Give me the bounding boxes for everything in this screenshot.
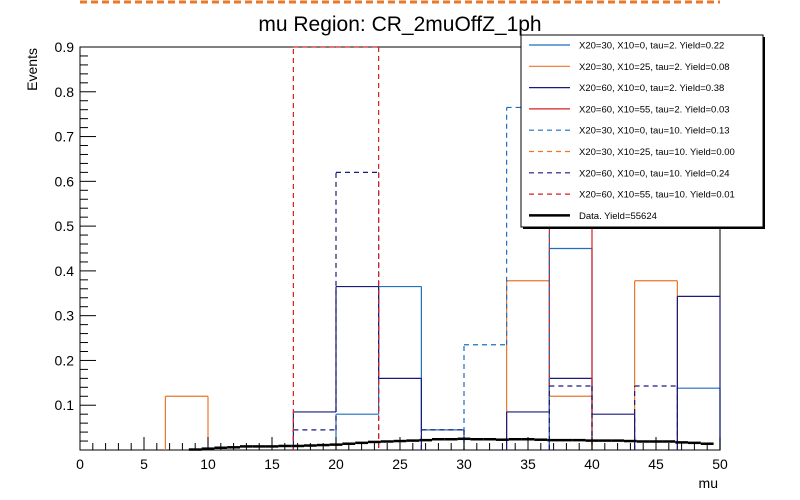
legend-label-8: Data. Yield=55624: [579, 211, 657, 222]
legend-box: [520, 34, 764, 228]
axis-layer: 0 5 10 15 20 25 30 35 40 45 50 0.1 0.2 0.3 0.4 0.5 0.6 0.…: [55, 39, 728, 472]
legend-label-4: X20=30, X10=0, tau=10. Yield=0.13: [579, 126, 730, 137]
legend-label-7: X20=60, X10=55, tau=10. Yield=0.01: [579, 190, 735, 201]
legend-label-1: X20=30, X10=25, tau=2. Yield=0.08: [579, 62, 730, 73]
x-axis-label: mu: [699, 475, 718, 491]
legend-label-0: X20=30, X10=0, tau=2. Yield=0.22: [579, 41, 724, 52]
x-tick-label-3: 15: [264, 456, 280, 472]
y-axis-label: Events: [24, 48, 40, 91]
y-tick-label-1: 0.2: [55, 352, 75, 368]
y-tick-label-0: 0.1: [55, 397, 75, 413]
x-tick-label-7: 35: [520, 456, 536, 472]
x-tick-label-0: 0: [76, 456, 84, 472]
x-tick-label-8: 40: [584, 456, 600, 472]
y-tick-label-5: 0.6: [55, 173, 75, 189]
x-tick-label-4: 20: [328, 456, 344, 472]
y-tick-label-7: 0.8: [55, 84, 75, 100]
x-tick-label-6: 30: [456, 456, 472, 472]
legend-label-5: X20=30, X10=25, tau=10. Yield=0.00: [579, 147, 735, 158]
legend-label-3: X20=60, X10=55, tau=2. Yield=0.03: [579, 104, 730, 115]
x-tick-label-10: 50: [712, 456, 728, 472]
x-tick-label-9: 45: [648, 456, 664, 472]
legend-label-6: X20=60, X10=0, tau=10. Yield=0.24: [579, 168, 730, 179]
x-tick-label-1: 5: [140, 456, 148, 472]
y-tick-label-8: 0.9: [55, 39, 75, 55]
y-tick-label-3: 0.4: [55, 263, 75, 279]
chart-title: mu Region: CR_2muOffZ_1ph: [258, 13, 541, 36]
legend: X20=30, X10=0, tau=2. Yield=0.22 X20=30, …: [520, 34, 765, 229]
x-tick-label-5: 25: [392, 456, 408, 472]
y-tick-label-2: 0.3: [55, 308, 75, 324]
y-tick-label-4: 0.5: [55, 218, 75, 234]
legend-label-2: X20=60, X10=0, tau=2. Yield=0.38: [579, 83, 724, 94]
y-tick-label-6: 0.7: [55, 129, 75, 145]
x-tick-label-2: 10: [200, 456, 216, 472]
